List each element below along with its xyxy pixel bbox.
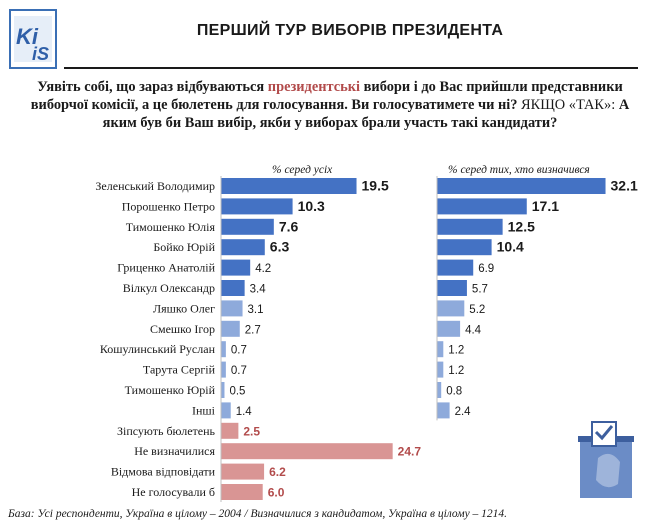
left-chart-title: % серед усіх [272,164,333,176]
bar-all [221,280,245,296]
value-label: 4.2 [255,263,271,275]
category-label: Не визначилися [134,444,215,458]
bar-decided [437,300,465,317]
value-label: 1.2 [448,365,464,377]
bar-all [221,341,226,358]
bar-decided [437,382,442,398]
value-label: 10.4 [497,239,524,255]
category-label: Тимошенко Юрій [125,383,216,397]
value-label: 7.6 [279,218,299,234]
bar-all [221,422,239,439]
bar-decided [437,341,444,358]
value-label: 0.5 [229,386,245,398]
bar-all [221,300,243,317]
ballot-box-icon [578,421,634,498]
value-label: 3.4 [250,284,267,296]
right-chart-title: % серед тих, хто визначився [448,164,590,176]
footer-base-note: База: Усі респонденти, Україна в цілому … [8,508,508,520]
value-label: 6.0 [268,486,285,500]
bar-decided [437,361,444,378]
value-label: 6.9 [478,263,494,275]
value-label: 19.5 [362,178,389,194]
question-highlight: президентські [267,79,361,95]
category-label: Бойко Юрій [153,240,215,254]
value-label: 0.7 [231,365,247,377]
bar-all [221,218,274,235]
question-conditional: ЯКЩО «ТАК»: [521,97,616,113]
bar-decided [437,320,461,337]
question-part1: Уявіть собі, що зараз відбуваються [37,79,268,95]
kiis-logo: Ki iS [9,9,57,69]
value-label: 10.3 [298,198,325,214]
value-label: 1.4 [236,406,253,418]
svg-text:Ki: Ki [16,24,39,49]
category-label: Зіпсують бюлетень [117,424,216,438]
bar-all [221,320,240,337]
title-divider [64,67,638,69]
bar-all [221,382,225,398]
bar-decided [437,218,503,235]
value-label: 12.5 [508,218,535,234]
value-label: 5.2 [469,304,485,316]
category-label: Порошенко Петро [122,199,215,213]
bar-decided [437,259,474,276]
bar-decided [437,239,492,256]
bar-all [221,402,231,419]
category-label: Смешко Ігор [150,322,215,336]
category-label: Вілкул Олександр [123,281,215,295]
category-label: Ляшко Олег [153,301,215,315]
value-label: 6.2 [269,465,286,479]
value-label: 6.3 [270,239,290,255]
value-label: 0.7 [231,345,247,357]
value-label: 4.4 [465,324,482,336]
bar-all [221,484,263,500]
bar-all [221,463,265,480]
bar-decided [437,178,606,194]
category-label: Зеленський Володимир [95,179,215,193]
question-part2: вибори і до Вас прийшли представники виб… [30,79,623,113]
survey-question: Уявіть собі, що зараз відбуваються прези… [30,78,630,132]
value-label: 2.4 [455,406,472,418]
value-label: 2.7 [245,324,261,336]
bar-decided [437,280,467,296]
bar-all [221,361,226,378]
value-label: 0.8 [446,386,462,398]
value-label: 24.7 [398,445,422,459]
question-part3: А яким був би Ваш вибір, якби у виборах … [102,97,630,131]
bar-decided [437,198,527,215]
value-label: 1.2 [448,345,464,357]
bar-all [221,443,393,460]
category-label: Тарута Сергій [143,363,216,377]
bar-all [221,239,265,256]
category-label: Кошулинський Руслан [100,342,216,356]
category-label: Не голосували б [132,485,215,499]
category-label: Інші [192,403,216,417]
value-label: 5.7 [472,284,488,296]
value-label: 3.1 [248,304,264,316]
value-label: 32.1 [611,178,638,194]
value-label: 17.1 [532,198,559,214]
category-label: Відмова відповідати [111,465,216,479]
value-label: 2.5 [243,424,260,438]
category-label: Гриценко Анатолій [117,261,215,275]
svg-text:iS: iS [32,44,49,64]
bar-decided [437,402,450,419]
category-label: Тимошенко Юлія [126,220,216,234]
bar-all [221,259,251,276]
bar-all [221,198,293,215]
page-title: ПЕРШИЙ ТУР ВИБОРІВ ПРЕЗИДЕНТА [196,22,504,39]
bar-all [221,178,357,194]
